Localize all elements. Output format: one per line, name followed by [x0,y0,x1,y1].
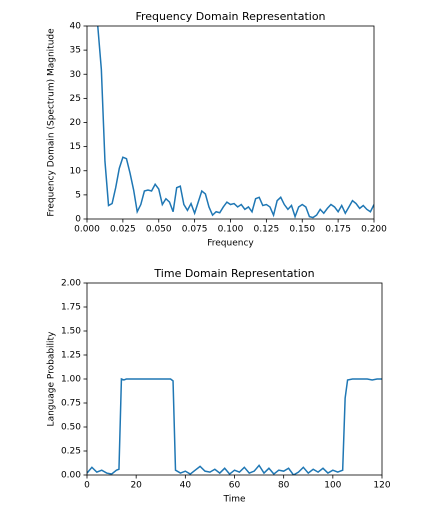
x-tick-label: 0.025 [110,225,136,235]
y-tick-label: 0.00 [61,471,81,481]
data-line [97,26,374,219]
plot-frame [86,25,375,220]
y-tick-label: 1.75 [61,303,81,313]
chart-title: Frequency Domain Representation [135,10,325,23]
y-tick-label: 1.50 [61,327,81,337]
x-tick-label: 0.200 [361,225,387,235]
y-axis-label: Language Probability [47,331,57,427]
y-tick-label: 2.00 [61,279,81,289]
x-tick-label: 0.050 [146,225,172,235]
x-tick-label: 0.000 [74,225,100,235]
y-tick-label: 30 [70,70,82,80]
x-axis-label: Time [222,495,245,505]
y-tick-label: 1.25 [61,351,81,361]
y-tick-label: 0.25 [61,447,81,457]
y-tick-label: 25 [70,94,81,104]
y-tick-label: 20 [70,118,82,128]
x-tick-label: 20 [130,481,142,491]
x-tick-label: 120 [373,481,390,491]
y-tick-label: 0 [75,215,81,225]
data-line [87,377,382,475]
x-tick-label: 0.100 [218,225,244,235]
y-tick-label: 35 [70,46,81,56]
x-tick-label: 100 [324,481,341,491]
x-axis-label: Frequency [207,239,254,249]
y-tick-label: 40 [70,22,82,32]
y-tick-label: 0.75 [61,399,81,409]
chart-title: Time Domain Representation [153,267,314,280]
y-axis-label: Frequency Domain (Spectrum) Magnitude [47,28,57,217]
y-tick-label: 15 [70,142,81,152]
x-tick-label: 0 [84,481,90,491]
x-tick-label: 40 [180,481,192,491]
y-tick-label: 10 [70,166,82,176]
x-tick-label: 60 [229,481,241,491]
x-tick-label: 0.075 [182,225,208,235]
plot-frame [86,282,383,476]
x-tick-label: 0.150 [289,225,315,235]
y-tick-label: 1.00 [61,375,81,385]
y-tick-label: 5 [75,190,81,200]
y-tick-label: 0.50 [61,423,81,433]
x-tick-label: 80 [278,481,290,491]
x-tick-label: 0.175 [325,225,351,235]
x-tick-label: 0.125 [253,225,279,235]
